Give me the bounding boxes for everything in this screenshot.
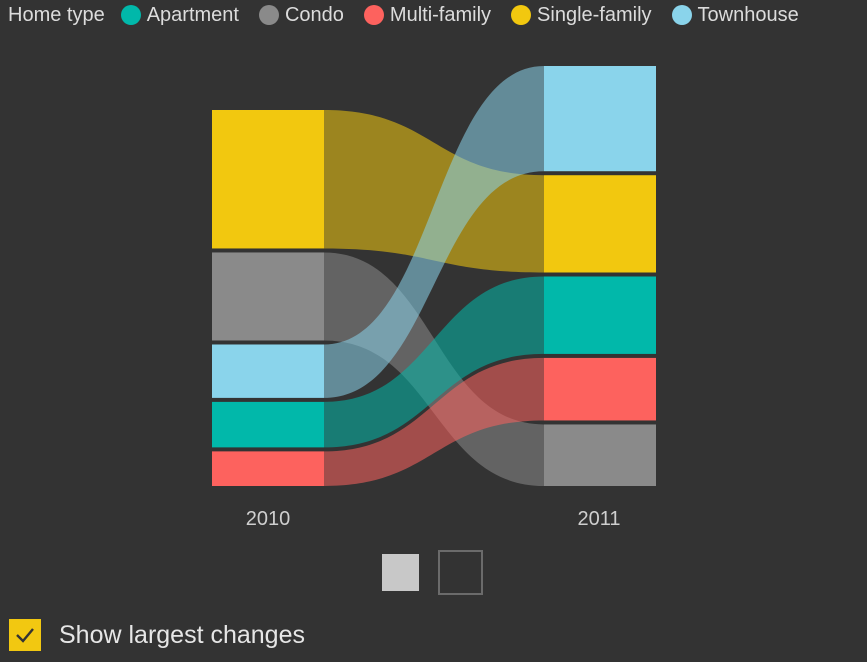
legend-item-single-family[interactable]: Single-family (511, 3, 652, 27)
bar-2010-townhouse[interactable] (212, 344, 324, 398)
flow-townhouse[interactable] (324, 66, 544, 398)
legend-dot-townhouse (671, 5, 692, 25)
page-1-button[interactable] (382, 554, 419, 591)
bar-2011-apartment[interactable] (544, 276, 656, 354)
bar-2010-single-family[interactable] (212, 110, 324, 249)
bar-2011-multi-family[interactable] (544, 357, 656, 421)
legend-item-condo[interactable]: Condo (258, 3, 344, 27)
x-label-2011: 2011 (577, 508, 620, 530)
legend: Home type Apartment Condo Multi-family S… (8, 2, 819, 28)
legend-item-apartment[interactable]: Apartment (120, 3, 239, 27)
legend-item-multi-family[interactable]: Multi-family (363, 3, 492, 27)
toggle-label: Show largest changes (59, 620, 305, 649)
x-label-2010: 2010 (246, 508, 291, 530)
bar-2010-apartment[interactable] (212, 401, 324, 448)
bar-2011-single-family[interactable] (544, 175, 656, 273)
page-2-button[interactable] (438, 550, 483, 595)
legend-label-townhouse: Townhouse (697, 3, 799, 26)
legend-label-apartment: Apartment (146, 3, 239, 26)
bar-layer (212, 66, 656, 486)
legend-dot-multi-family (363, 5, 384, 25)
legend-label-multi-family: Multi-family (389, 3, 492, 26)
flow-single-family[interactable] (324, 110, 544, 273)
checkbox[interactable] (9, 619, 41, 651)
show-largest-changes-toggle[interactable]: Show largest changes (9, 619, 305, 651)
legend-title: Home type (8, 3, 105, 26)
flow-apartment[interactable] (324, 276, 544, 448)
flow-layer (324, 66, 544, 486)
bar-2011-condo[interactable] (544, 424, 656, 486)
legend-label-condo: Condo (284, 3, 344, 26)
bar-2010-condo[interactable] (212, 252, 324, 341)
legend-item-townhouse[interactable]: Townhouse (671, 3, 799, 27)
legend-dot-single-family (511, 5, 532, 25)
legend-dot-apartment (120, 5, 141, 25)
check-icon (16, 628, 34, 643)
bar-2011-townhouse[interactable] (544, 66, 656, 172)
legend-dot-condo (258, 5, 279, 25)
pager (382, 550, 483, 595)
legend-label-single-family: Single-family (537, 3, 652, 26)
flow-multi-family[interactable] (324, 357, 544, 486)
bar-2010-multi-family[interactable] (212, 451, 324, 486)
